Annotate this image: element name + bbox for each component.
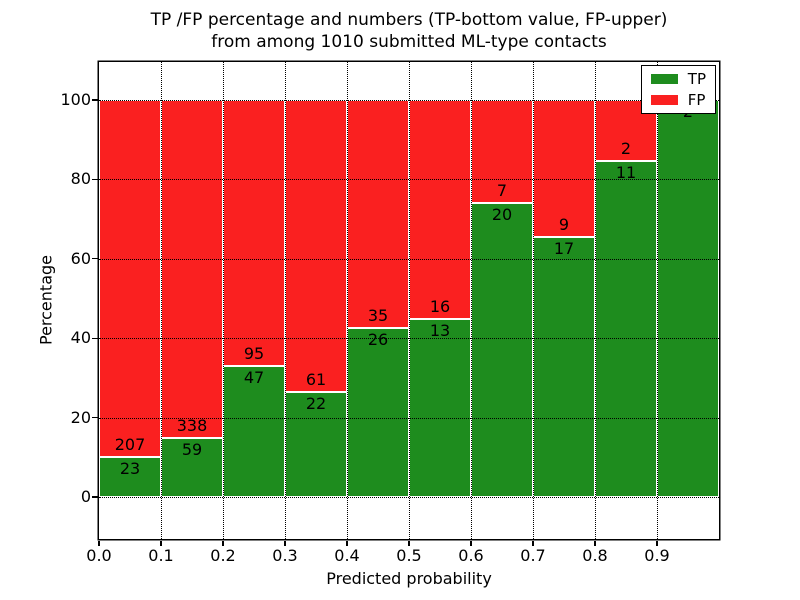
x-tick — [284, 540, 286, 546]
bar-tp-segment — [471, 202, 533, 497]
x-tick — [470, 540, 472, 546]
y-tick-label: 80 — [70, 169, 91, 189]
x-tick — [222, 540, 224, 546]
legend-item-fp: FP — [650, 91, 706, 109]
y-tick — [91, 417, 98, 419]
chart-title-line2: from among 1010 submitted ML-type contac… — [211, 32, 607, 52]
gridline-vertical — [656, 62, 658, 539]
bar-tp-segment — [533, 237, 595, 497]
x-tick — [346, 540, 348, 546]
legend: TP FP — [640, 65, 716, 114]
gridline-vertical — [284, 62, 286, 539]
x-tick-label: 0.3 — [272, 546, 298, 565]
gridline-horizontal — [99, 338, 719, 340]
tp-count-label: 11 — [615, 163, 637, 183]
bar-tp-segment — [657, 100, 719, 497]
fp-legend-label: FP — [687, 91, 706, 109]
fp-count-label: 2 — [620, 139, 632, 159]
gridline-vertical — [346, 62, 348, 539]
gridline-horizontal — [99, 100, 719, 101]
gridline-vertical — [594, 62, 596, 539]
tp-count-label: 20 — [491, 204, 513, 224]
tp-count-label: 26 — [367, 329, 389, 349]
x-tick — [656, 540, 658, 546]
tp-count-label: 22 — [305, 393, 327, 413]
y-tick — [91, 496, 98, 498]
bar-fp-segment — [533, 100, 595, 238]
fp-count-label: 207 — [114, 435, 146, 455]
x-tick-label: 0.7 — [520, 546, 546, 565]
gridline-vertical — [532, 62, 534, 539]
bar-fp-segment — [223, 100, 285, 366]
fp-count-label: 95 — [243, 343, 265, 363]
x-tick-label: 0.4 — [334, 546, 360, 565]
bar-tp-segment — [347, 327, 409, 497]
gridline-vertical — [160, 62, 162, 539]
tp-count-label: 47 — [243, 367, 265, 387]
gridline-vertical — [408, 62, 410, 539]
x-tick — [160, 540, 162, 546]
tp-count-label: 17 — [553, 239, 575, 259]
x-tick-label: 0.0 — [86, 546, 112, 565]
tp-count-label: 13 — [429, 321, 451, 341]
fp-legend-swatch — [650, 95, 678, 105]
gridline-vertical — [470, 62, 472, 539]
bar-tp-segment — [223, 365, 285, 497]
bar-fp-segment — [285, 100, 347, 392]
bar-fp-segment — [409, 100, 471, 320]
y-tick-label: 100 — [60, 90, 91, 109]
fp-count-label: 61 — [305, 369, 327, 389]
legend-item-tp: TP — [650, 70, 706, 88]
gridline-horizontal — [99, 417, 719, 419]
x-tick — [98, 540, 100, 546]
y-tick — [91, 178, 98, 180]
bar-tp-segment — [285, 391, 347, 497]
x-tick-label: 0.9 — [644, 546, 670, 565]
gridline-vertical — [222, 62, 224, 539]
x-tick-label: 0.5 — [396, 546, 422, 565]
y-tick — [91, 99, 98, 101]
x-tick-label: 0.1 — [148, 546, 174, 565]
bar-tp-segment — [595, 161, 657, 497]
x-axis-label: Predicted probability — [326, 569, 492, 588]
x-tick — [594, 540, 596, 546]
chart-title-line1: TP /FP percentage and numbers (TP-bottom… — [150, 10, 668, 30]
chart-title: TP /FP percentage and numbers (TP-bottom… — [151, 9, 668, 53]
fp-count-label: 35 — [367, 305, 389, 325]
y-tick-label: 0 — [80, 487, 91, 506]
fp-count-label: 16 — [429, 297, 451, 317]
x-tick-label: 0.6 — [458, 546, 484, 565]
bar-fp-segment — [347, 100, 409, 328]
gridline-horizontal — [99, 179, 719, 181]
x-tick — [408, 540, 410, 546]
y-tick-label: 20 — [70, 407, 91, 427]
tp-legend-label: TP — [687, 70, 706, 88]
bar-tp-segment — [409, 319, 471, 497]
gridline-horizontal — [99, 258, 719, 260]
bar-fp-segment — [161, 100, 223, 438]
x-tick-label: 0.2 — [210, 546, 236, 565]
tp-legend-swatch — [650, 74, 678, 84]
y-tick — [91, 258, 98, 260]
y-tick — [91, 337, 98, 339]
y-tick-label: 60 — [70, 248, 91, 268]
tp-count-label: 59 — [181, 439, 203, 459]
x-tick-label: 0.8 — [582, 546, 608, 565]
bar-fp-segment — [99, 100, 161, 458]
y-tick-label: 40 — [70, 328, 91, 348]
gridline-horizontal — [99, 497, 719, 498]
x-tick — [532, 540, 534, 546]
fp-count-label: 9 — [558, 215, 570, 235]
fp-count-label: 7 — [496, 180, 508, 200]
tp-count-label: 23 — [119, 459, 141, 479]
plot-area: TP FP 23 207 59 338 47 95 22 61 26 35 13 16 20 7 17 9 11… — [99, 62, 719, 539]
fp-count-label: 338 — [176, 415, 208, 435]
